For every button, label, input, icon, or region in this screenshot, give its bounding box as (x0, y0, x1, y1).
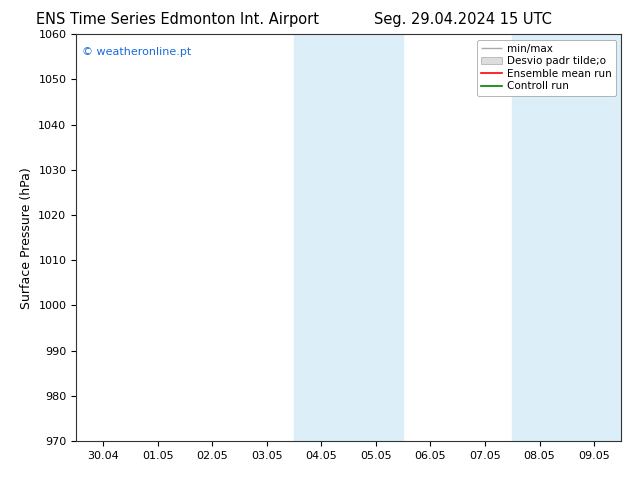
Bar (294, 34, 349, 441)
Bar (349, 34, 403, 441)
Bar (567, 34, 621, 441)
Text: Seg. 29.04.2024 15 UTC: Seg. 29.04.2024 15 UTC (374, 12, 552, 27)
Y-axis label: Surface Pressure (hPa): Surface Pressure (hPa) (20, 167, 33, 309)
Text: ENS Time Series Edmonton Int. Airport: ENS Time Series Edmonton Int. Airport (36, 12, 319, 27)
Bar (512, 34, 567, 441)
Text: © weatheronline.pt: © weatheronline.pt (82, 47, 191, 56)
Legend: min/max, Desvio padr tilde;o, Ensemble mean run, Controll run: min/max, Desvio padr tilde;o, Ensemble m… (477, 40, 616, 96)
